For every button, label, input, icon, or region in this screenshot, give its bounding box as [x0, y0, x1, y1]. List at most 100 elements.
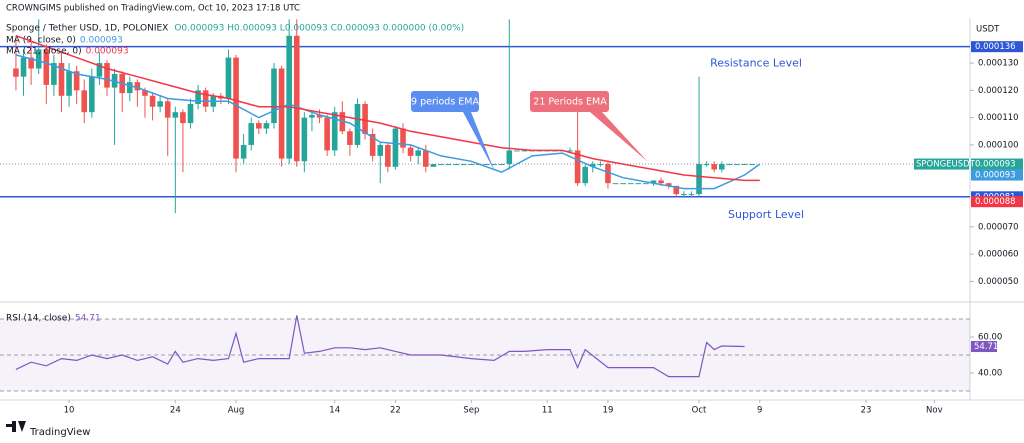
candle-body — [233, 57, 239, 159]
candle-body — [180, 112, 186, 124]
candle-body — [324, 117, 330, 151]
candle-body — [286, 35, 292, 159]
candle-body — [202, 90, 209, 107]
symbol: Sponge / Tether USD, 1D, POLONIEX — [6, 24, 168, 34]
y-tick-label: 0.000130 — [978, 59, 1019, 69]
brand: TradingView — [29, 427, 90, 438]
level-price-box — [971, 41, 1023, 53]
candle-body — [73, 71, 80, 91]
candle-body — [468, 164, 475, 166]
candle-body — [574, 150, 581, 184]
candle-body — [597, 164, 604, 166]
candle-body — [506, 150, 513, 165]
rsi-line — [15, 315, 745, 378]
candle-body — [20, 57, 27, 77]
candle-body — [66, 71, 72, 96]
candle-body — [445, 164, 452, 166]
candle-body — [225, 57, 232, 99]
price-label: 0.000093 — [975, 160, 1016, 170]
candle-body — [635, 183, 642, 185]
legend-name: MA (9, close, 0) — [6, 36, 76, 46]
level-price: 0.000136 — [975, 42, 1016, 52]
rsi-value-box — [971, 341, 997, 353]
candle-body — [347, 131, 353, 145]
rsi-legend-value: 54.71 — [75, 314, 101, 324]
candle-body — [126, 82, 133, 94]
candle-body — [263, 123, 270, 129]
candle-body — [681, 194, 687, 196]
candle-body — [430, 164, 437, 167]
candle-body — [711, 164, 718, 170]
annotation-text: 9 periods EMA — [411, 97, 479, 108]
candle-body — [734, 164, 740, 166]
annotations: 9 periods EMA 21 Periods EMA — [411, 91, 648, 172]
candle-body — [589, 164, 596, 167]
candle-body — [164, 101, 171, 118]
candle-body — [35, 49, 42, 69]
candle-body — [240, 144, 247, 159]
price-label-box — [971, 196, 1023, 208]
candle-body — [491, 164, 497, 166]
rsi-tick-label: 60.00 — [978, 333, 1002, 343]
legend-value: 0.000093 — [86, 47, 129, 57]
candle-body — [354, 103, 361, 145]
candle-body — [293, 35, 300, 162]
candle-body — [438, 164, 444, 166]
candle-body — [51, 63, 57, 85]
candle-body — [726, 164, 733, 166]
candle-body — [149, 95, 156, 107]
annotation-text: 21 Periods EMA — [533, 97, 607, 108]
y-tick-label: 0.000120 — [978, 86, 1019, 96]
candle-body — [301, 117, 308, 162]
rsi-tick-label: 40.00 — [978, 368, 1002, 378]
candle-body — [256, 123, 262, 129]
candle-body — [195, 90, 201, 104]
candle-body — [271, 68, 277, 124]
candle-body — [104, 63, 110, 88]
candle-body — [309, 114, 315, 118]
y-tick-label: 0.000100 — [978, 140, 1019, 150]
candle-body — [741, 164, 748, 166]
candle-body — [665, 183, 672, 186]
price-label-box — [971, 169, 1023, 181]
candle-body — [514, 150, 520, 152]
candle-body — [749, 164, 755, 166]
candle-body — [331, 112, 338, 151]
currency: USDT — [976, 25, 1000, 35]
candle-body — [460, 164, 467, 166]
candle-body — [142, 90, 148, 96]
candle-body — [172, 112, 179, 118]
candle-body — [58, 63, 65, 96]
candle-body — [688, 194, 695, 196]
brand-logo — [6, 421, 26, 432]
candle-body — [620, 183, 626, 185]
price-label-box — [971, 158, 1023, 170]
candle-body — [498, 164, 505, 166]
candle-body — [521, 150, 528, 152]
x-tick-label: 14 — [329, 406, 340, 416]
x-tick-label: Sep — [463, 406, 479, 416]
x-tick-label: Aug — [228, 406, 245, 416]
x-tick-label: 23 — [861, 406, 872, 416]
rsi-value: 54.71 — [974, 342, 998, 352]
candle-body — [627, 183, 634, 185]
candle-body — [316, 114, 323, 118]
candle-body — [673, 185, 680, 195]
legend-value: 0.000093 — [80, 36, 123, 46]
publisher: CROWNGIMS published on TradingView.com, … — [6, 4, 300, 14]
candle-body — [392, 128, 399, 167]
candle-body — [96, 63, 103, 77]
ma-line — [15, 34, 760, 182]
level-label: Resistance Level — [710, 57, 802, 70]
legend-name: MA (21, close, 0) — [6, 47, 82, 57]
callout — [411, 91, 495, 172]
candle-body — [658, 180, 664, 184]
price-label: 0.000093 — [975, 171, 1016, 181]
candle-body — [407, 147, 414, 156]
ohlc: O0.000093 H0.000093 L0.000093 C0.000093 … — [174, 24, 464, 34]
price-label: 0.000088 — [975, 197, 1016, 207]
candle-body — [13, 68, 19, 77]
candle-body — [187, 103, 194, 124]
rsi-name: RSI (14, close) — [6, 314, 71, 324]
candle-body — [453, 164, 459, 166]
